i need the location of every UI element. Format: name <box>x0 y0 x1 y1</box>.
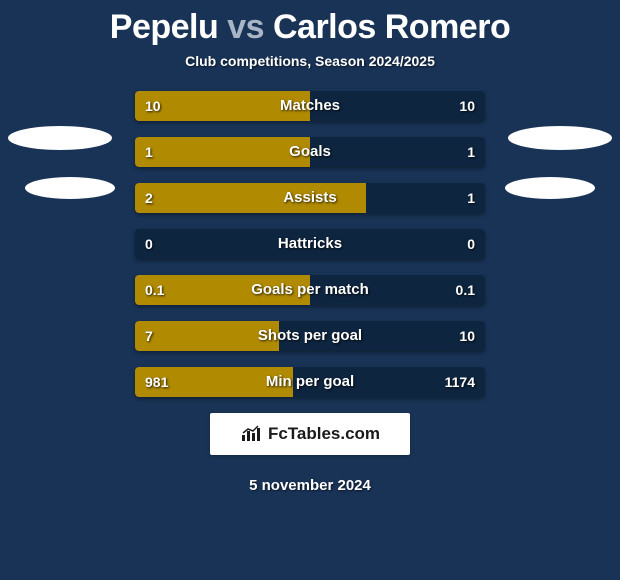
stat-value-right: 1 <box>467 183 475 213</box>
decoration-ellipse <box>25 177 115 199</box>
stat-label: Shots per goal <box>135 321 485 351</box>
comparison-title: Pepelu vs Carlos Romero <box>0 0 620 53</box>
stat-value-right: 1 <box>467 137 475 167</box>
stat-label: Goals <box>135 137 485 167</box>
vs-text: vs <box>227 8 264 46</box>
stat-value-right: 0.1 <box>456 275 475 305</box>
stat-row: 10Matches10 <box>135 91 485 121</box>
decoration-ellipse <box>8 126 112 150</box>
stat-label: Matches <box>135 91 485 121</box>
branding-badge: FcTables.com <box>210 413 410 455</box>
stat-value-right: 10 <box>459 321 475 351</box>
subtitle: Club competitions, Season 2024/2025 <box>0 53 620 69</box>
branding-text: FcTables.com <box>268 424 380 444</box>
decoration-ellipse <box>505 177 595 199</box>
chart-icon <box>240 425 262 443</box>
stat-label: Min per goal <box>135 367 485 397</box>
stat-bars-container: 10Matches101Goals12Assists10Hattricks00.… <box>135 91 485 397</box>
stat-row: 0Hattricks0 <box>135 229 485 259</box>
stat-row: 2Assists1 <box>135 183 485 213</box>
stat-row: 981Min per goal1174 <box>135 367 485 397</box>
date-label: 5 november 2024 <box>0 477 620 494</box>
player2-name: Carlos Romero <box>273 8 510 46</box>
stat-value-right: 0 <box>467 229 475 259</box>
player1-name: Pepelu <box>110 8 218 46</box>
stat-label: Assists <box>135 183 485 213</box>
stat-value-right: 10 <box>459 91 475 121</box>
stat-row: 1Goals1 <box>135 137 485 167</box>
decoration-ellipse <box>508 126 612 150</box>
stat-label: Hattricks <box>135 229 485 259</box>
stat-row: 0.1Goals per match0.1 <box>135 275 485 305</box>
stat-value-right: 1174 <box>445 367 475 397</box>
stat-label: Goals per match <box>135 275 485 305</box>
stat-row: 7Shots per goal10 <box>135 321 485 351</box>
